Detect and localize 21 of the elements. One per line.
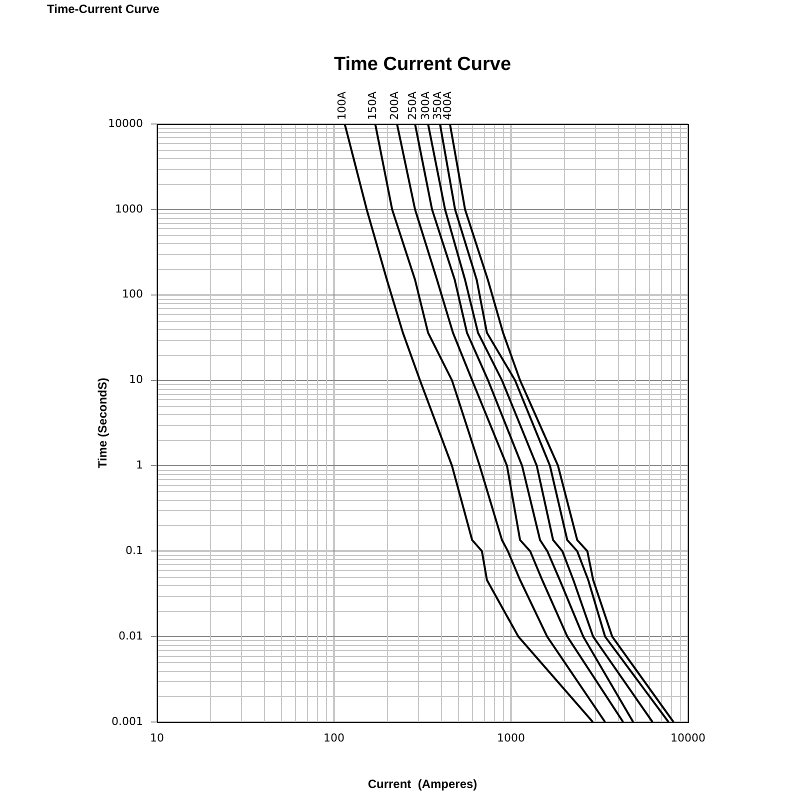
y-tick-label: 100	[122, 288, 143, 301]
y-tick-label: 1	[136, 458, 143, 472]
text: 150A	[366, 91, 380, 120]
text: 200A	[388, 91, 401, 120]
x-tick-label: 10	[150, 731, 164, 744]
x-tick-label: 100	[324, 731, 344, 744]
y-tick-label: 1000	[115, 202, 143, 216]
text: 300A	[418, 91, 432, 120]
y-tick-label: 0.001	[112, 714, 143, 728]
x-tick-label: 1000	[497, 731, 525, 744]
text: Time-Current Curve	[47, 2, 160, 16]
chart-title: Time Current Curve	[334, 54, 512, 75]
x-axis-title: Current (Amperes)	[368, 777, 478, 792]
y-tick-label: 10	[129, 373, 143, 386]
y-tick-label: 0.1	[126, 544, 143, 557]
x-tick-label: 10000	[670, 731, 706, 744]
y-axis-title: Time (SecondS)	[96, 378, 110, 468]
y-tick-label: 0.01	[118, 629, 143, 642]
text: 250A	[406, 91, 419, 120]
y-tick-label: 10000	[108, 116, 143, 130]
text: 100A	[336, 91, 349, 120]
